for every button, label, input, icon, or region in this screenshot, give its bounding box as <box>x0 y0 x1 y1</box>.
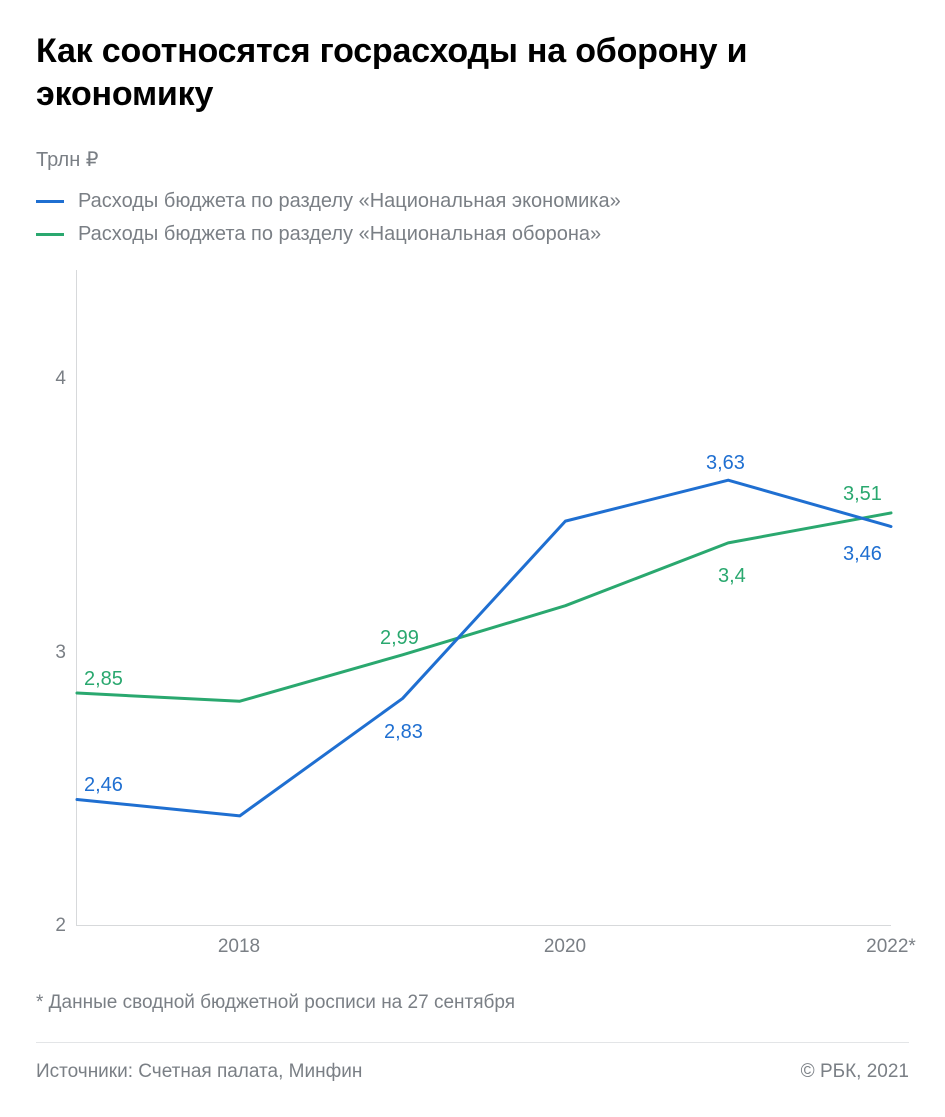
footnote: * Данные сводной бюджетной росписи на 27… <box>36 992 909 1014</box>
legend-label-defense: Расходы бюджета по разделу «Национальная… <box>78 223 601 246</box>
legend-item-economy: Расходы бюджета по разделу «Национальная… <box>36 190 909 213</box>
legend-item-defense: Расходы бюджета по разделу «Национальная… <box>36 223 909 246</box>
data-point-label: 2,99 <box>380 627 419 650</box>
y-axis-tick: 4 <box>36 368 66 390</box>
data-point-label: 2,85 <box>84 668 123 691</box>
y-axis-tick: 3 <box>36 642 66 664</box>
data-point-label: 3,4 <box>718 565 746 588</box>
plot-area <box>76 270 891 926</box>
data-point-label: 2,46 <box>84 774 123 797</box>
data-point-label: 3,63 <box>706 452 745 475</box>
data-point-label: 3,46 <box>843 543 882 566</box>
copyright-text: © РБК, 2021 <box>801 1061 909 1083</box>
x-axis-tick: 2020 <box>544 936 586 958</box>
legend-swatch-economy <box>36 200 64 203</box>
unit-label: Трлн ₽ <box>36 147 909 172</box>
legend: Расходы бюджета по разделу «Национальная… <box>36 190 909 246</box>
data-point-label: 2,83 <box>384 721 423 744</box>
chart-title: Как соотносятся госрасходы на оборону и … <box>36 30 909 115</box>
data-point-label: 3,51 <box>843 483 882 506</box>
y-axis-tick: 2 <box>36 915 66 937</box>
sources-row: Источники: Счетная палата, Минфин © РБК,… <box>36 1061 909 1083</box>
legend-swatch-defense <box>36 233 64 236</box>
x-axis-tick: 2022* <box>866 936 916 958</box>
separator <box>36 1042 909 1043</box>
sources-text: Источники: Счетная палата, Минфин <box>36 1061 362 1083</box>
chart-area: 234201820202022*2,462,833,633,462,852,99… <box>36 270 909 970</box>
chart-svg <box>77 270 891 925</box>
legend-label-economy: Расходы бюджета по разделу «Национальная… <box>78 190 621 213</box>
x-axis-tick: 2018 <box>218 936 260 958</box>
